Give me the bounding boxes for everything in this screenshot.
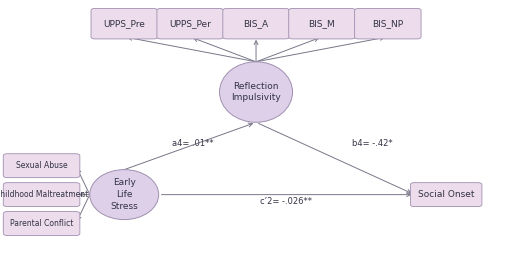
Text: BIS_A: BIS_A (243, 19, 269, 28)
Text: UPPS_Per: UPPS_Per (169, 19, 211, 28)
Text: Social Onset: Social Onset (418, 190, 475, 199)
Text: a4= .01**: a4= .01** (172, 139, 213, 148)
FancyBboxPatch shape (3, 211, 80, 236)
Text: Childhood Maltreatment: Childhood Maltreatment (0, 190, 88, 199)
Text: Sexual Abuse: Sexual Abuse (16, 161, 67, 170)
Text: BIS_NP: BIS_NP (372, 19, 404, 28)
Text: BIS_M: BIS_M (309, 19, 335, 28)
Text: Parental Conflict: Parental Conflict (10, 219, 74, 228)
Text: Early
Life
Stress: Early Life Stress (111, 178, 138, 211)
FancyBboxPatch shape (355, 8, 421, 39)
FancyBboxPatch shape (411, 183, 482, 207)
FancyBboxPatch shape (223, 8, 289, 39)
FancyBboxPatch shape (3, 154, 80, 178)
FancyBboxPatch shape (289, 8, 355, 39)
FancyBboxPatch shape (91, 8, 157, 39)
Text: Reflection
Impulsivity: Reflection Impulsivity (231, 82, 281, 103)
Ellipse shape (220, 62, 293, 122)
FancyBboxPatch shape (3, 183, 80, 207)
Text: UPPS_Pre: UPPS_Pre (103, 19, 145, 28)
Ellipse shape (90, 170, 159, 220)
Text: c’2= -.026**: c’2= -.026** (261, 197, 312, 206)
Text: b4= -.42*: b4= -.42* (352, 139, 393, 148)
FancyBboxPatch shape (157, 8, 224, 39)
